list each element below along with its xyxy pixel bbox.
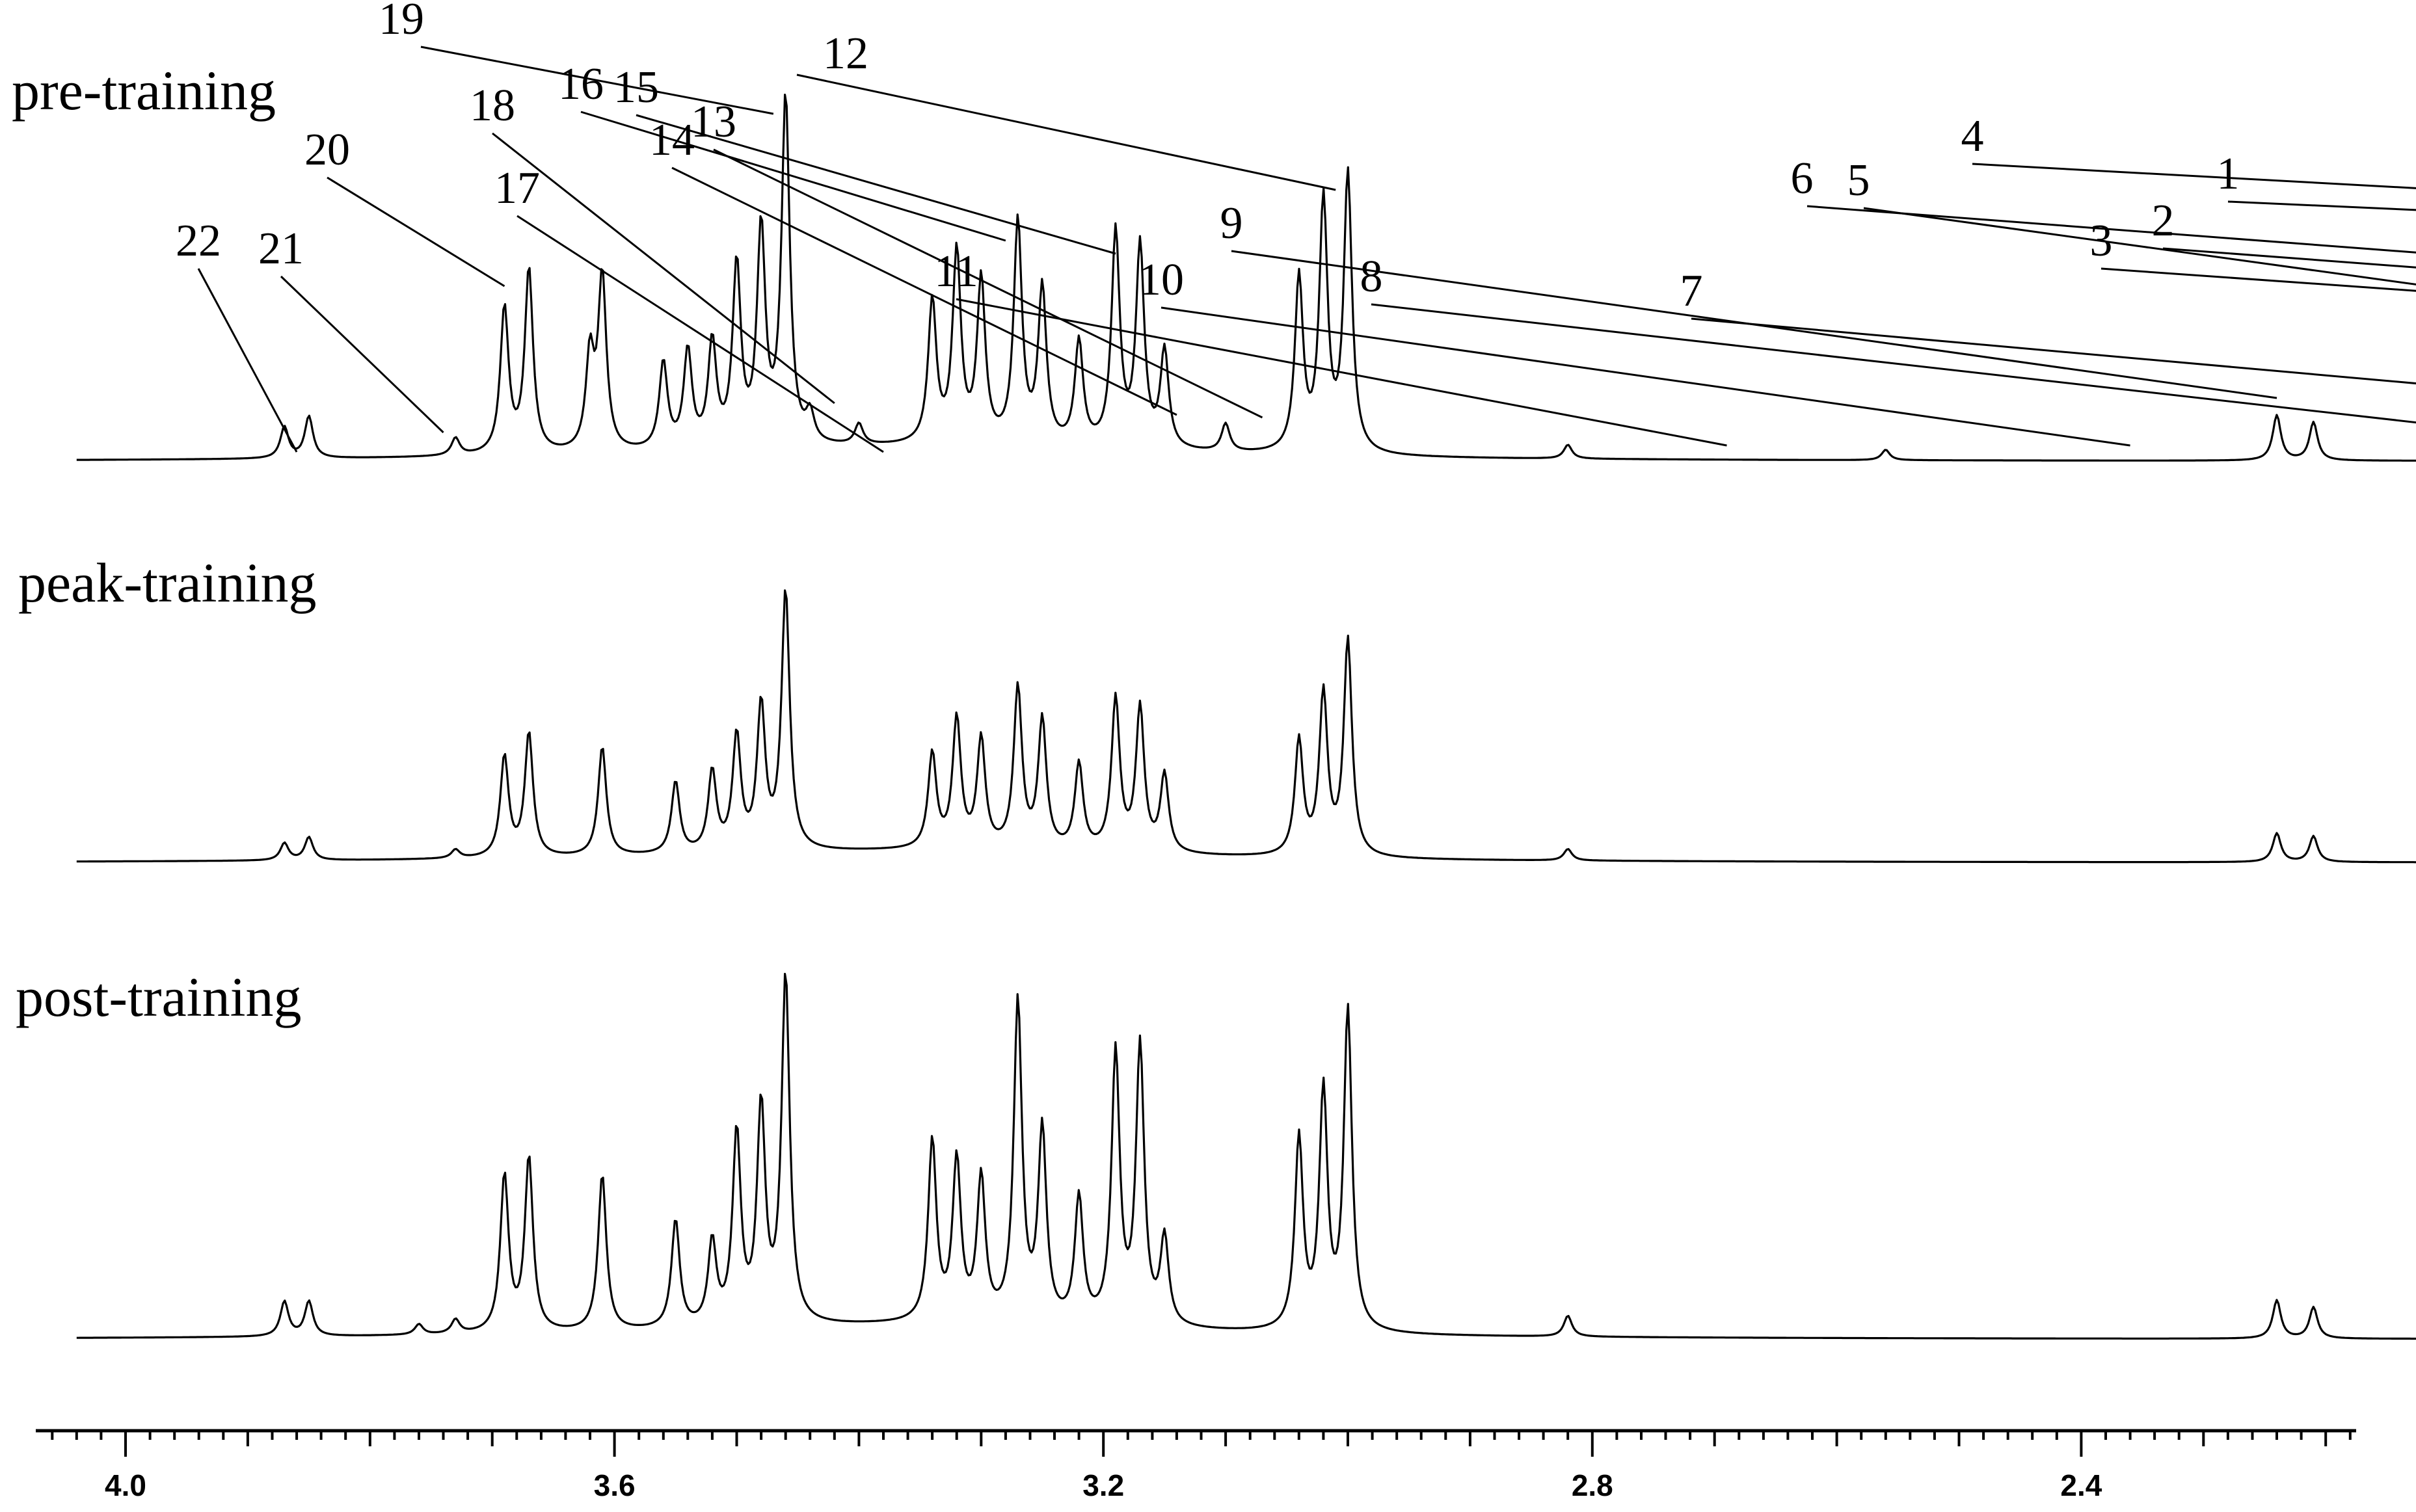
post-training-spectrum: post-training <box>16 966 2416 1340</box>
peak-label-2: 2 <box>2152 196 2416 269</box>
peak-label-text-6: 6 <box>1791 153 1814 204</box>
peak-leader-9 <box>1231 250 2277 399</box>
peak-label-text-22: 22 <box>176 216 221 266</box>
ppm-axis: 4.03.63.22.82.42.01.61.20.8 <box>36 1429 2356 1502</box>
peak-leader-14 <box>671 166 1177 416</box>
spectrum-label-post-training: post-training <box>16 966 302 1028</box>
peak-label-14: 14 <box>649 115 1177 416</box>
peak-label-text-8: 8 <box>1360 252 1383 302</box>
peak-label-22: 22 <box>176 216 298 453</box>
peak-label-text-5: 5 <box>1847 155 1870 206</box>
peak-label-text-4: 4 <box>1961 111 1984 161</box>
peak-leader-2 <box>2162 247 2416 269</box>
peak-label-17: 17 <box>494 163 884 453</box>
peak-label-text-16: 16 <box>558 59 604 109</box>
peak-leader-20 <box>327 176 505 287</box>
peak-label-text-7: 7 <box>1680 266 1703 316</box>
peak-label-13: 13 <box>691 97 1263 419</box>
peak-leader-13 <box>713 148 1263 419</box>
peak-label-text-20: 20 <box>304 125 350 175</box>
peak-label-19: 19 <box>379 0 774 115</box>
peak-training-trace <box>76 589 2416 864</box>
peak-labels-layer: 12345678910111213141516171819202122 <box>176 0 2416 453</box>
peak-label-11: 11 <box>934 246 1727 447</box>
peak-label-9: 9 <box>1220 198 2277 399</box>
peak-leader-18 <box>492 132 835 405</box>
peak-label-text-19: 19 <box>379 0 424 44</box>
peak-leader-21 <box>280 275 444 434</box>
peak-training-spectrum: peak-training <box>18 551 2416 864</box>
tick-label-3.2: 3.2 <box>1082 1468 1124 1502</box>
peak-label-1: 1 <box>2217 149 2416 211</box>
pre-training-spectrum: pre-training <box>12 59 2416 462</box>
post-training-trace <box>76 972 2416 1340</box>
peak-label-18: 18 <box>470 81 835 405</box>
peak-leader-4 <box>1972 163 2416 189</box>
peak-label-text-12: 12 <box>823 29 868 79</box>
spectra-layer: pre-training peak-training post-training <box>12 59 2416 1340</box>
peak-label-text-18: 18 <box>470 81 515 131</box>
peak-label-4: 4 <box>1961 111 2416 189</box>
peak-leader-10 <box>1161 306 2130 447</box>
peak-label-12: 12 <box>796 29 1336 191</box>
peak-label-8: 8 <box>1360 252 2416 424</box>
peak-label-21: 21 <box>258 224 444 434</box>
peak-label-16: 16 <box>558 59 1006 242</box>
peak-label-text-1: 1 <box>2217 149 2240 199</box>
pre-training-trace <box>76 94 2416 462</box>
peak-label-7: 7 <box>1680 266 2416 385</box>
peak-leader-12 <box>796 73 1336 191</box>
peak-leader-1 <box>2227 200 2416 211</box>
peak-label-text-11: 11 <box>934 246 978 297</box>
peak-leader-22 <box>197 268 298 453</box>
spectrum-label-pre-training: pre-training <box>12 59 276 122</box>
spectrum-label-peak-training: peak-training <box>18 551 316 614</box>
peak-label-text-17: 17 <box>494 163 540 213</box>
peak-leader-15 <box>636 114 1116 255</box>
tick-label-2.8: 2.8 <box>1572 1468 1613 1502</box>
tick-label-4.0: 4.0 <box>105 1468 146 1502</box>
peak-label-text-10: 10 <box>1138 255 1184 305</box>
peak-leader-8 <box>1371 303 2416 424</box>
peak-leader-19 <box>420 46 774 115</box>
peak-leader-6 <box>1806 205 2416 254</box>
peak-label-20: 20 <box>304 125 505 287</box>
peak-leader-5 <box>1863 207 2416 285</box>
tick-label-3.6: 3.6 <box>594 1468 636 1502</box>
peak-leader-7 <box>1691 317 2416 385</box>
peak-label-text-13: 13 <box>691 97 736 147</box>
peak-label-6: 6 <box>1791 153 2416 254</box>
peak-label-text-2: 2 <box>2152 196 2175 246</box>
tick-label-2.4: 2.4 <box>2060 1468 2102 1502</box>
peak-label-text-21: 21 <box>258 224 304 274</box>
peak-leader-11 <box>956 298 1727 447</box>
peak-leader-3 <box>2101 267 2416 292</box>
peak-leader-17 <box>517 215 884 453</box>
peak-label-5: 5 <box>1847 155 2416 285</box>
peak-label-text-9: 9 <box>1220 198 1243 248</box>
peak-label-10: 10 <box>1138 255 2130 447</box>
peak-leader-16 <box>580 111 1006 242</box>
